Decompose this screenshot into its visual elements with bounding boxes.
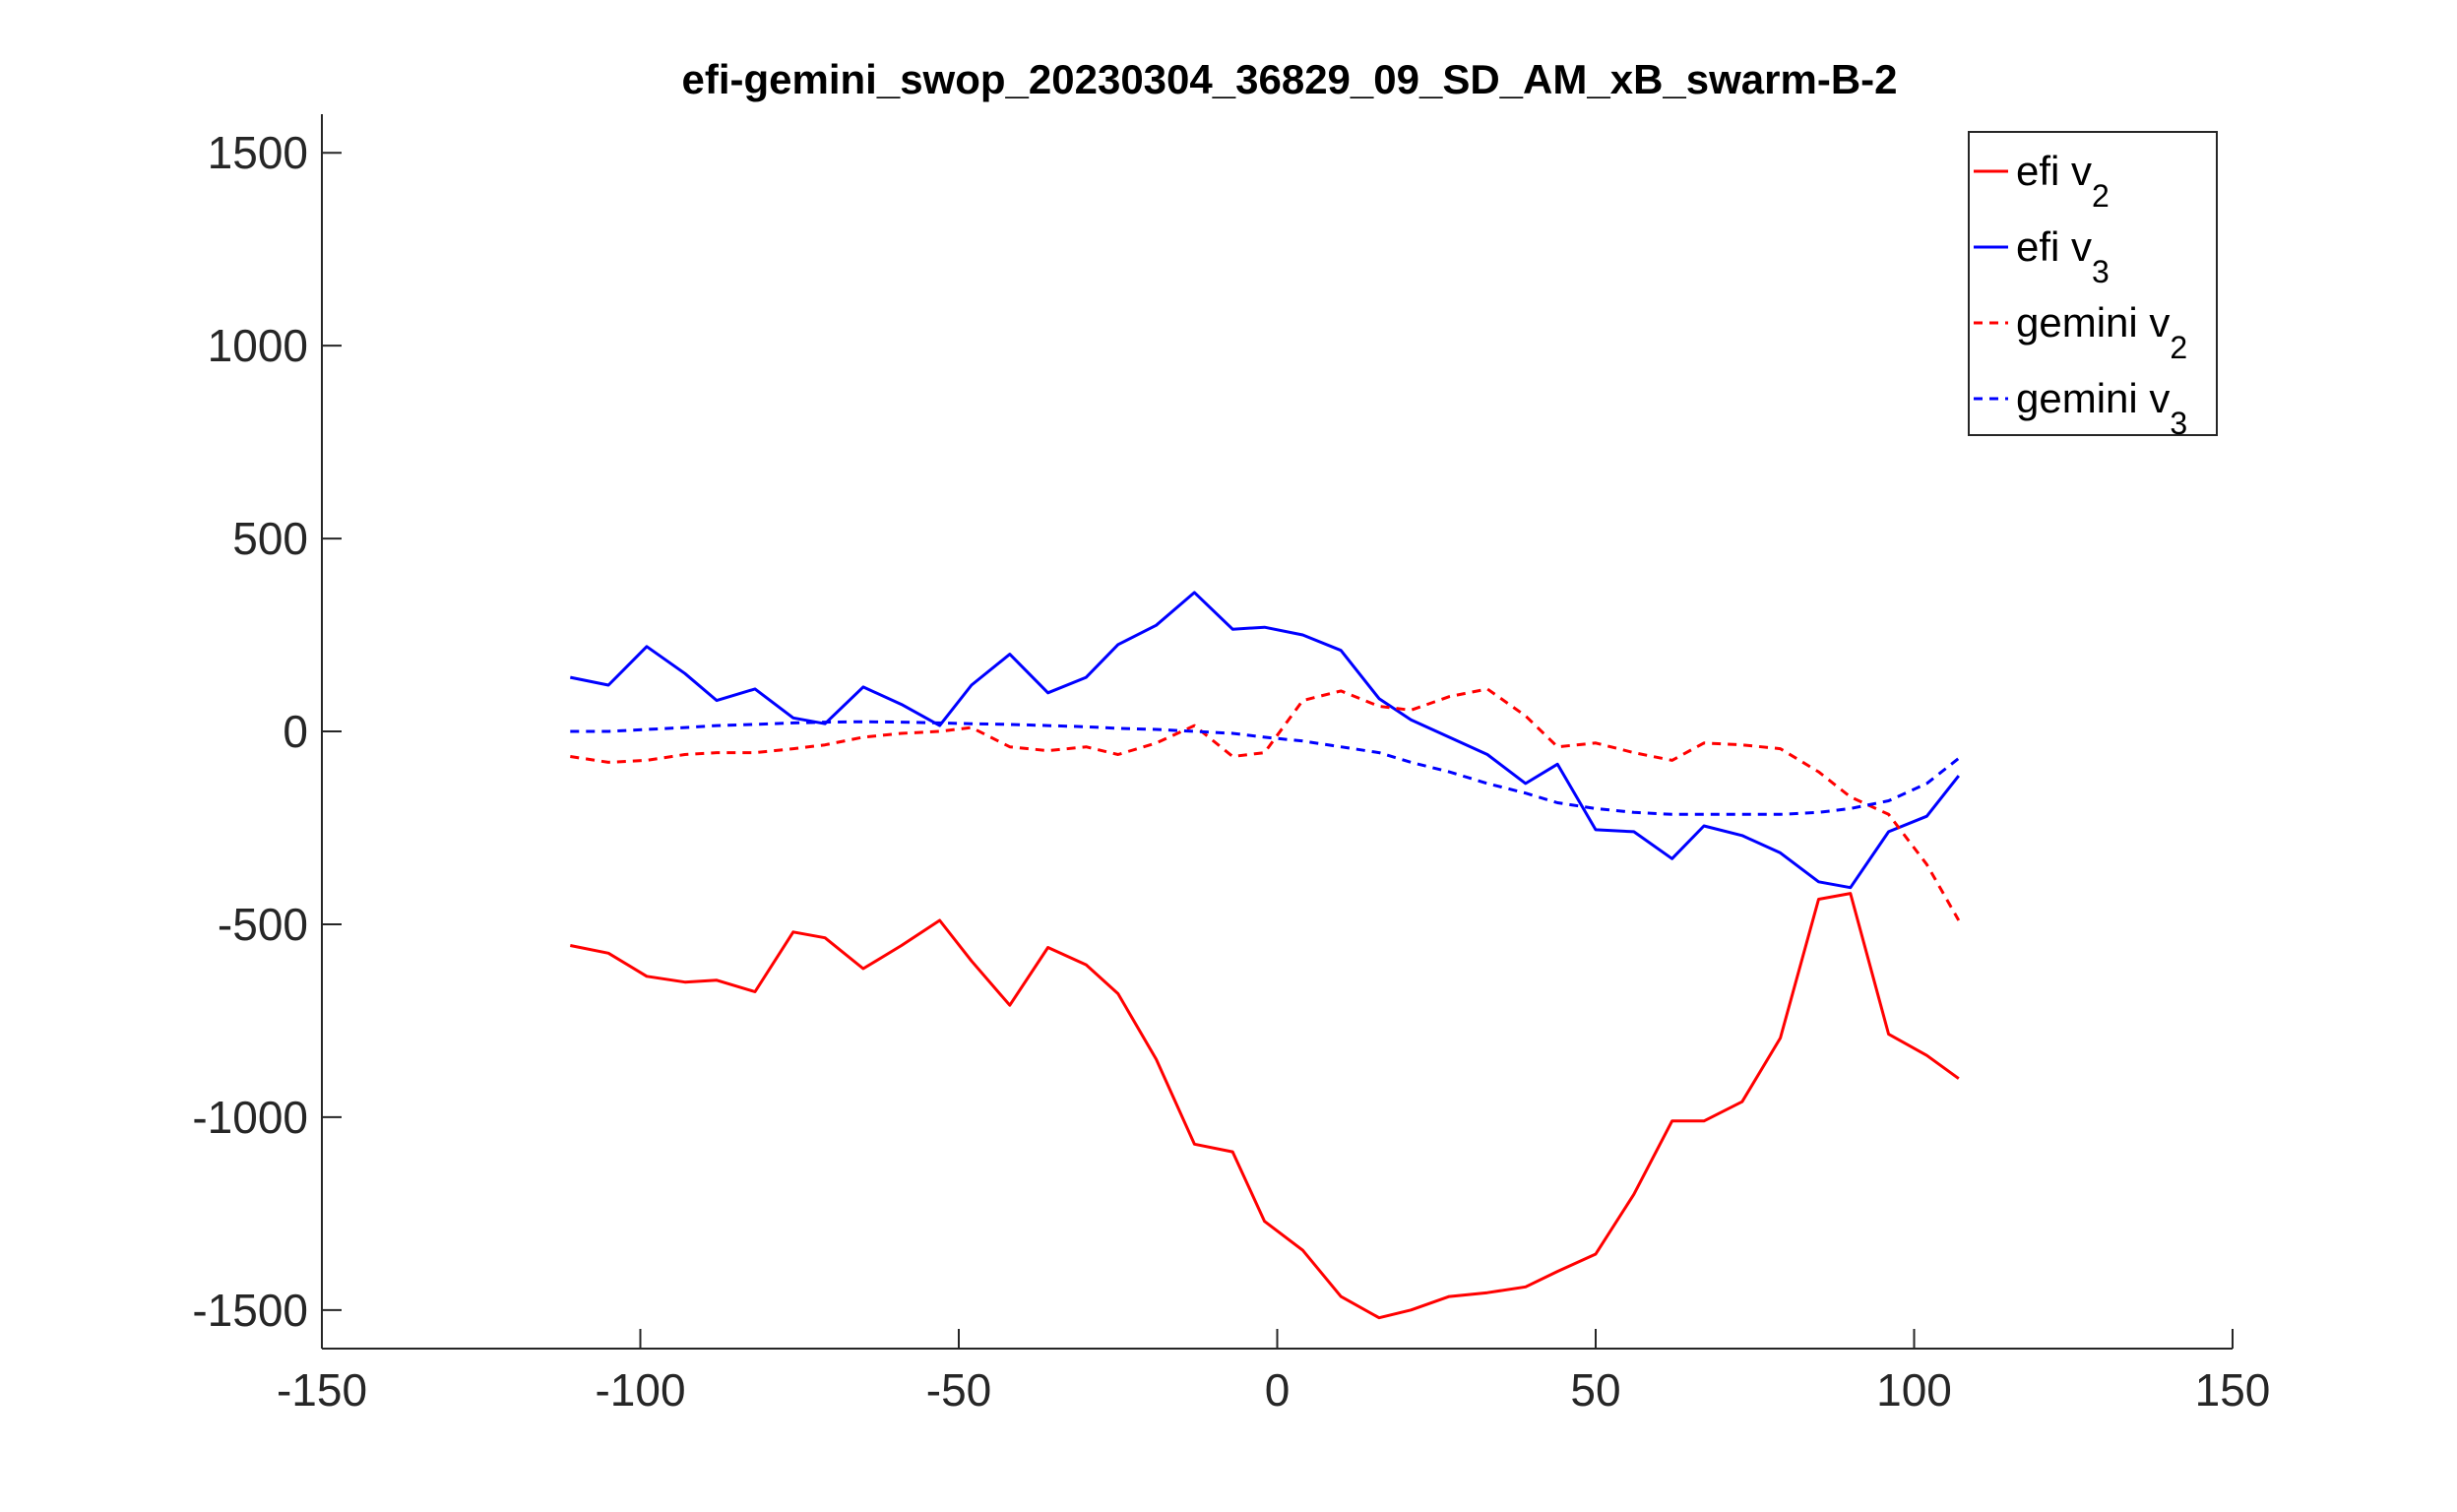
x-tick-label: 50 (1570, 1364, 1620, 1416)
legend-box (1968, 131, 2218, 436)
y-tick-label: -1500 (192, 1285, 308, 1336)
series-layer (570, 591, 1961, 1320)
legend-entry-subscript: 2 (2092, 178, 2110, 214)
x-tick-label: 150 (2195, 1364, 2271, 1416)
axes: -150 -100 -50 0 50 100 150-1500-1000-500050010… (192, 114, 2270, 1416)
series-line-gemini-v-3 (570, 720, 1960, 816)
y-tick-label: 1000 (208, 320, 308, 371)
y-tick-label: 1500 (208, 127, 308, 178)
legend-entry-subscript: 2 (2170, 330, 2187, 365)
series-line-gemini-v-2 (570, 687, 1961, 921)
x-tick-label: -50 (926, 1364, 991, 1416)
series-line-efi-v-2 (570, 892, 1960, 1320)
legend-entry-subscript: 3 (2092, 254, 2110, 289)
x-tick-label: -150 (277, 1364, 367, 1416)
chart-title: efi-gemini_swop_20230304_36829_09_SD_AM_… (681, 56, 1897, 102)
y-tick-label: -500 (218, 899, 308, 950)
series-line-efi-v-3 (570, 591, 1960, 890)
x-tick-label: -100 (595, 1364, 685, 1416)
y-tick-label: 500 (232, 513, 308, 564)
x-tick-label: 0 (1265, 1364, 1291, 1416)
x-tick-label: 100 (1876, 1364, 1952, 1416)
y-tick-label: 0 (283, 706, 308, 757)
y-tick-label: -1000 (192, 1092, 308, 1143)
legend-entry-subscript: 3 (2170, 406, 2187, 441)
